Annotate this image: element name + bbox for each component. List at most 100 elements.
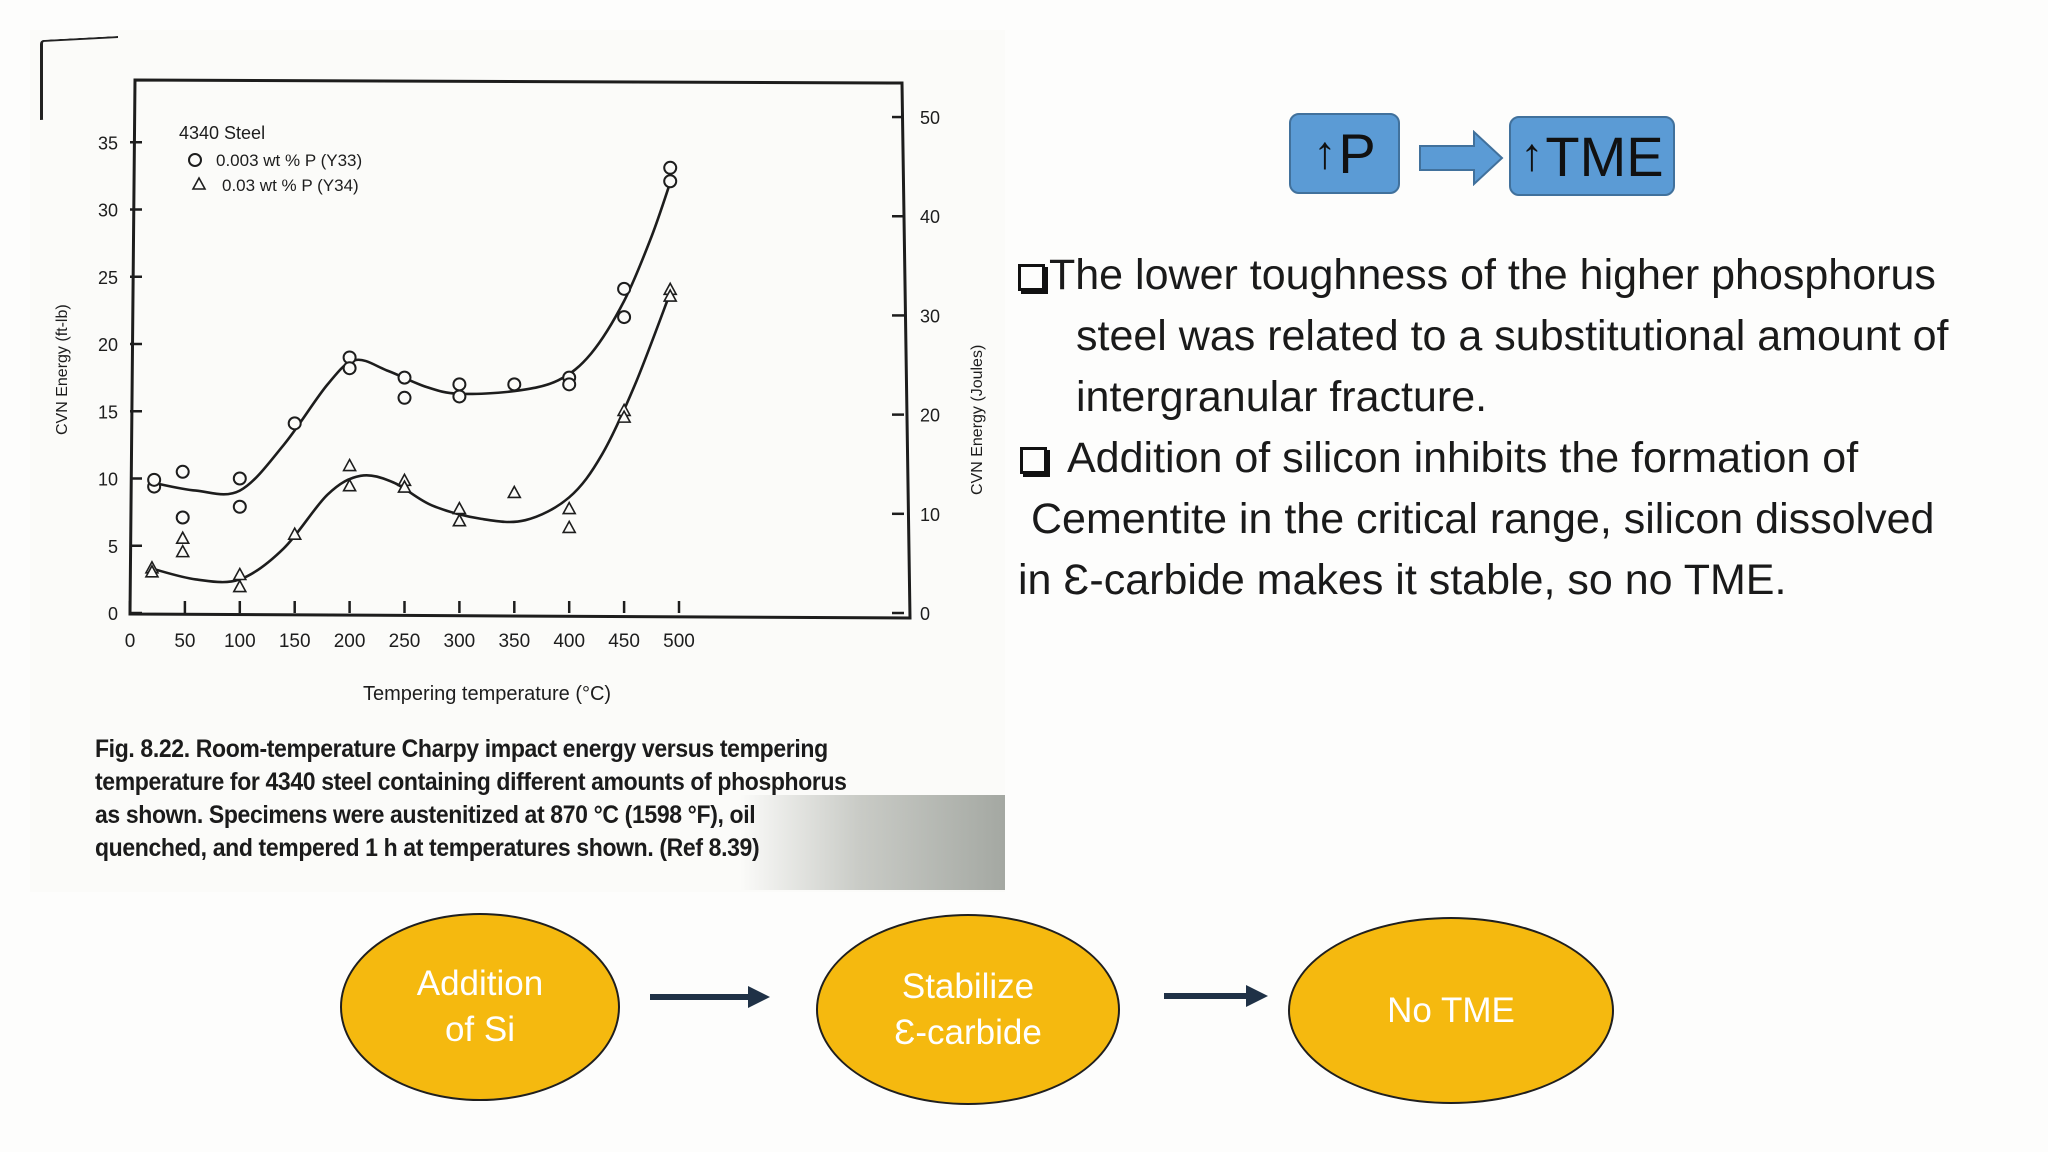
bullet-2-line-1: Addition of silicon inhibits the formati… [1018,428,2043,489]
data-point-circle [452,377,467,392]
data-point-circle [562,377,577,392]
data-point-circle [663,160,678,175]
oval-no-tme: No TME [1288,917,1614,1104]
data-point-triangle [232,578,248,593]
oval-1-line-1: Addition [416,964,544,1003]
data-point-circle [232,471,247,486]
oval-2-line-1: Stabilize [901,966,1035,1006]
x-tick-labels: 0 50 100 150 200 250 300 350 400 450 500 [125,631,695,652]
data-point-triangle [287,526,303,540]
y2-axis-title: CVN Energy (Joules) [969,345,986,495]
y2-tick-label: 0 [920,604,930,624]
data-point-triangle [144,564,160,578]
data-point-triangle [506,484,522,499]
x-tick-label: 0 [125,631,136,652]
fit-curve-series-2 [151,292,672,584]
legend-series-1: 0.003 wt % P (Y33) [216,151,362,170]
data-point-circle [175,464,190,479]
x-tick-label: 450 [608,631,640,652]
y2-tick-labels: 0 10 20 30 40 50 [920,108,940,624]
data-point-triangle [342,457,357,472]
data-point-circle [147,472,162,487]
oval-3-label: No TME [1387,990,1515,1030]
y2-tick-label: 50 [920,108,940,128]
x-axis-title: Tempering temperature (°C) [363,683,611,705]
y-axis-title: CVN Energy (ft-lb) [54,304,71,435]
data-point-triangle [452,513,467,527]
plot-frame [128,78,912,620]
tme-label: TME [1545,124,1664,188]
x-tick-label: 100 [224,631,256,652]
x-tick-label: 150 [279,631,311,652]
x-tick-label: 250 [389,631,421,652]
fit-curves [151,182,672,584]
oval-2-line-2: Ɛ-carbide [894,1012,1042,1052]
figure-caption: Fig. 8.22. Room-temperature Charpy impac… [95,735,847,862]
axis-ticks [128,115,904,615]
data-point-triangle [561,519,577,534]
y-tick-label: 25 [98,268,118,288]
data-markers [144,160,678,593]
data-point-circle [617,281,632,296]
data-point-triangle [232,566,248,581]
y-tick-label: 10 [98,470,118,490]
p-label: P [1338,122,1376,185]
x-tick-label: 500 [663,631,695,652]
legend-triangle-marker [191,176,207,190]
p-box: ↑ P [1289,113,1400,194]
bullet-2-line-2: Cementite in the critical range, silicon… [1031,495,1935,543]
up-arrow-icon: ↑ [1313,125,1337,178]
checkbox-bullet-icon [1020,447,1047,474]
data-point-circle [287,416,302,431]
data-point-circle [342,361,357,376]
y-tick-labels: 0 5 10 15 20 25 30 35 [98,133,118,624]
up-arrow-icon: ↑ [1520,128,1544,180]
data-point-circle [232,499,247,514]
y-tick-label: 5 [108,537,118,557]
fit-curve-series-1 [151,182,672,496]
data-point-circle [397,390,412,405]
x-tick-label: 300 [444,631,476,652]
y-tick-label: 30 [98,201,118,221]
data-point-circle [663,174,678,189]
oval-1-line-2: of Si [444,1010,516,1049]
tme-box: ↑ TME [1509,116,1675,196]
data-point-triangle [175,543,191,558]
data-point-circle [507,377,522,392]
data-point-triangle [662,288,678,302]
bullet-list: The lower toughness of the higher phosph… [1018,245,2043,611]
x-tick-label: 400 [553,631,585,652]
bullet-1-line-1: The lower toughness of the higher phosph… [1018,245,2043,306]
x-tick-label: 200 [334,631,366,652]
y2-tick-label: 40 [920,207,940,227]
data-point-circle [617,310,632,325]
y2-tick-label: 20 [920,406,940,426]
legend: 4340 Steel 0.003 wt % P (Y33) 0.03 wt % … [179,123,362,195]
checkbox-bullet-icon [1018,264,1045,291]
right-block-arrow-icon [1419,130,1504,186]
bullet-1-line-2: steel was related to a substitutional am… [1076,312,1949,360]
y-tick-label: 0 [108,604,118,624]
data-point-circle [452,389,467,404]
scanned-figure [30,30,1005,892]
y2-tick-label: 30 [920,306,940,326]
scan-shadow [740,795,1005,890]
legend-circle-marker [188,153,202,167]
oval-stabilize-carbide: Stabilize Ɛ-carbide [816,914,1120,1105]
data-point-triangle [175,530,191,544]
data-point-triangle [397,479,412,493]
data-point-triangle [452,500,467,515]
flow-arrow-1-icon [650,986,770,1008]
data-point-triangle [561,500,577,515]
data-point-circle [397,370,412,385]
y2-tick-label: 10 [920,505,940,525]
x-tick-label: 50 [174,631,195,652]
data-point-triangle [616,409,632,423]
flow-arrow-2-icon [1164,985,1268,1007]
y-tick-label: 15 [98,402,118,422]
legend-series-2: 0.03 wt % P (Y34) [222,176,359,195]
data-point-triangle [342,478,357,492]
legend-title: 4340 Steel [179,123,265,143]
